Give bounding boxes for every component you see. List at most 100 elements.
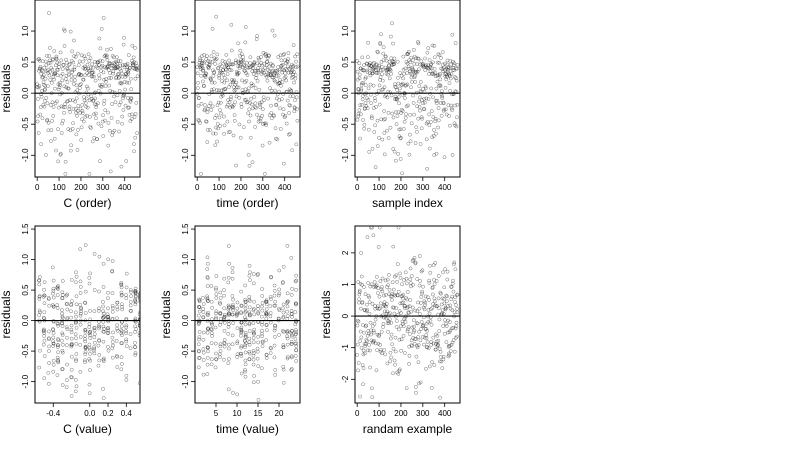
data-point (369, 101, 374, 105)
data-point (102, 311, 106, 316)
data-point (389, 355, 393, 360)
data-point (412, 328, 417, 333)
data-point (252, 327, 257, 332)
data-point (55, 99, 59, 104)
data-point (105, 64, 110, 69)
data-point (60, 367, 64, 371)
data-point (101, 16, 106, 20)
data-point (366, 331, 371, 336)
data-point (78, 343, 83, 347)
data-point (295, 52, 299, 57)
data-point (365, 106, 370, 111)
data-point (440, 89, 444, 93)
data-point (235, 355, 239, 359)
data-point (106, 306, 110, 311)
data-point (196, 322, 201, 326)
data-point (391, 41, 395, 46)
data-point (393, 362, 397, 367)
data-point (69, 336, 74, 341)
data-point (260, 143, 265, 148)
data-point (74, 294, 79, 299)
data-point (239, 351, 243, 356)
y-tick-label: 0.5 (341, 56, 350, 68)
data-point (272, 33, 277, 38)
data-point (430, 72, 434, 76)
data-point (103, 108, 108, 113)
data-point (393, 97, 397, 101)
data-point (236, 41, 240, 46)
data-point (60, 350, 65, 355)
data-point (256, 119, 261, 124)
data-point (292, 109, 297, 114)
data-point (128, 76, 133, 81)
data-point (129, 96, 133, 100)
x-tick-label: 100 (52, 183, 66, 192)
data-point (251, 336, 256, 340)
data-point (87, 325, 92, 329)
data-point (86, 52, 91, 57)
data-point (427, 298, 431, 302)
data-point (106, 290, 110, 295)
data-point (46, 329, 51, 334)
data-point (201, 372, 206, 377)
data-point (248, 113, 253, 118)
data-point (272, 114, 276, 118)
data-point (401, 54, 406, 59)
data-point (407, 58, 412, 63)
data-point (422, 96, 426, 101)
data-point (454, 335, 458, 340)
data-point (103, 118, 107, 123)
data-point (367, 343, 371, 347)
data-point (436, 125, 440, 130)
data-point (357, 300, 361, 305)
data-point (129, 87, 134, 91)
data-point (437, 329, 442, 333)
data-point (366, 348, 370, 353)
data-point (366, 98, 371, 102)
data-point (65, 316, 70, 320)
data-point (387, 317, 392, 322)
data-point (395, 293, 400, 298)
data-point (360, 363, 365, 368)
y-tick-label: 0.0 (341, 87, 350, 99)
data-point (197, 313, 201, 318)
data-point (109, 116, 114, 120)
data-point (280, 70, 285, 75)
data-point (71, 107, 76, 111)
data-point (436, 52, 441, 57)
data-point (428, 91, 432, 96)
data-point (222, 288, 226, 292)
data-point (222, 75, 227, 80)
data-point (396, 262, 400, 266)
data-point (433, 119, 438, 124)
data-point (413, 74, 417, 78)
data-point (428, 270, 433, 275)
data-point (398, 276, 403, 280)
data-point (386, 136, 391, 140)
data-point (375, 144, 380, 148)
data-point (406, 327, 410, 332)
data-point (93, 90, 98, 95)
data-point (285, 243, 290, 248)
data-point (51, 344, 55, 348)
data-point (247, 357, 252, 361)
data-point (379, 32, 383, 37)
data-point (285, 98, 290, 103)
data-point (60, 331, 65, 336)
data-point (380, 276, 385, 281)
data-point (444, 306, 448, 311)
data-point (42, 65, 47, 70)
data-point (206, 65, 211, 69)
data-point (102, 102, 106, 106)
data-point (264, 338, 268, 343)
data-point (281, 280, 285, 284)
data-point (268, 311, 273, 315)
data-point (64, 302, 69, 307)
data-point (87, 342, 92, 347)
data-point (69, 78, 74, 82)
data-point (229, 48, 234, 53)
data-point (201, 350, 206, 355)
x-tick-label: 200 (394, 409, 408, 418)
data-point (289, 355, 294, 360)
data-point (400, 294, 405, 298)
